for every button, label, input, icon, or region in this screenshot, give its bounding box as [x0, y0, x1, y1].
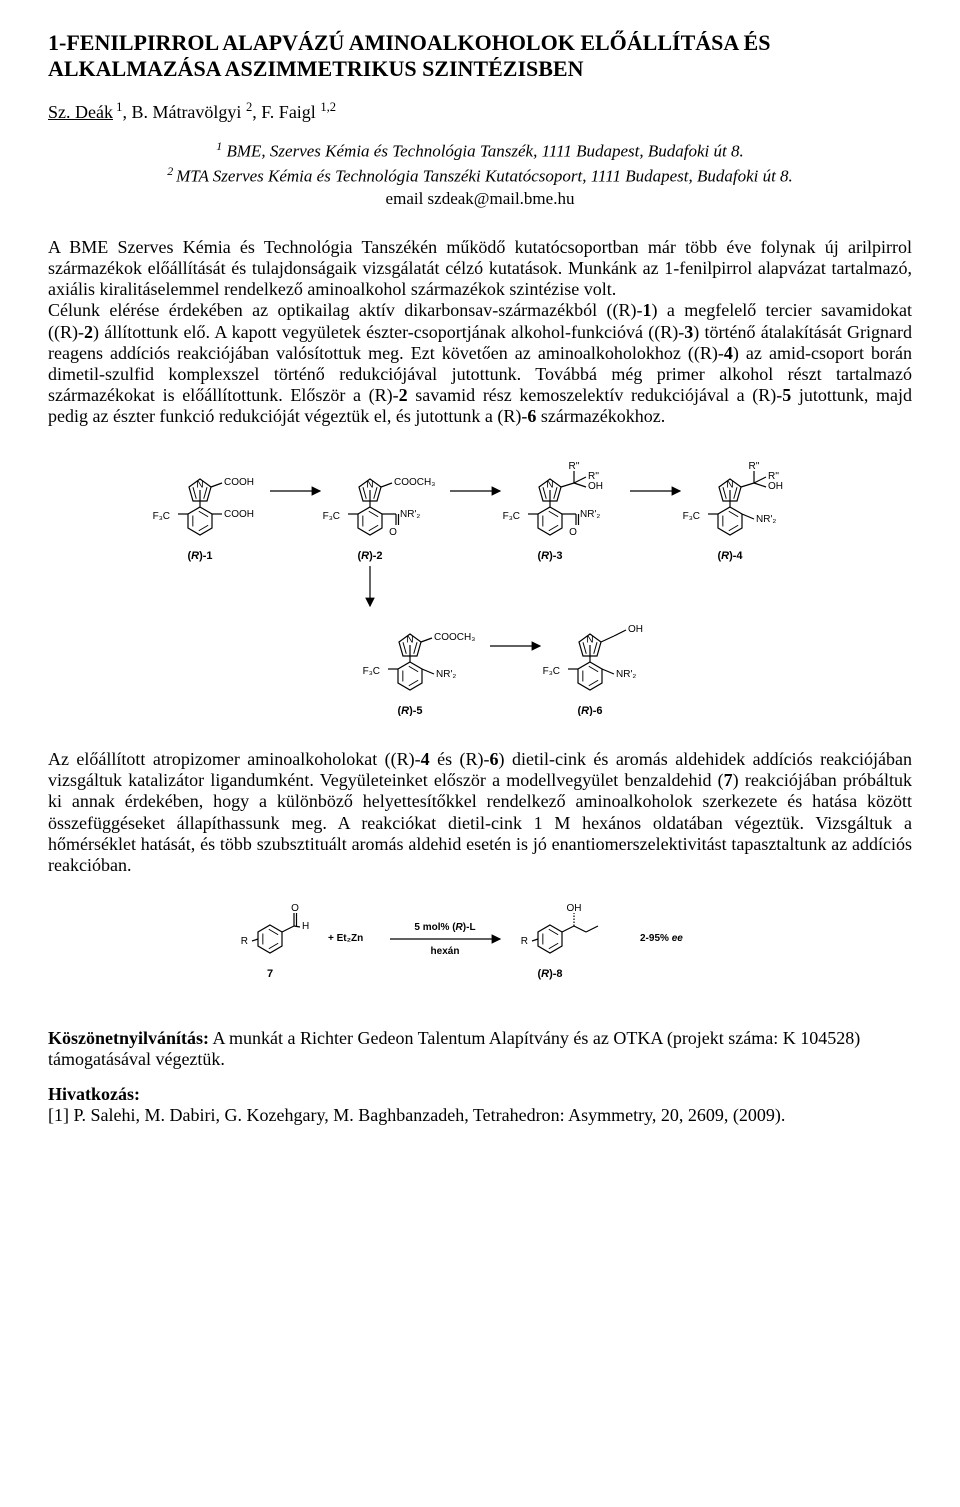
- affiliation-2: 2 MTA Szerves Kémia és Technológia Tansz…: [48, 164, 912, 187]
- bold-2b: 2: [399, 385, 408, 405]
- references-heading: Hivatkozás:: [48, 1084, 912, 1105]
- svg-text:OH: OH: [567, 903, 582, 914]
- ack-label: Köszönetnyilvánítás:: [48, 1028, 209, 1048]
- paragraph-2: Az előállított atropizomer aminoalkoholo…: [48, 749, 912, 876]
- svg-text:O: O: [389, 527, 397, 538]
- p2-bold-7: 7: [724, 770, 733, 790]
- para1-b-m5: savamid rész kemoszelektív redukciójával…: [408, 385, 783, 405]
- svg-text:OH: OH: [588, 481, 603, 492]
- affil-2-text: MTA Szerves Kémia és Technológia Tanszék…: [176, 167, 793, 186]
- svg-text:2-95% ee: 2-95% ee: [640, 933, 683, 944]
- svg-text:COOCH₃: COOCH₃: [434, 632, 475, 643]
- svg-text:(R)-3: (R)-3: [537, 550, 562, 562]
- page-title: 1-FENILPIRROL ALAPVÁZÚ AMINOALKOHOLOK EL…: [48, 30, 912, 82]
- acknowledgement: Köszönetnyilvánítás: A munkát a Richter …: [48, 1028, 912, 1070]
- svg-text:7: 7: [267, 968, 273, 980]
- svg-text:R'': R'': [568, 461, 579, 472]
- bold-5: 5: [782, 385, 791, 405]
- svg-text:hexán: hexán: [431, 946, 460, 957]
- author-3-sup: 1,2: [320, 100, 336, 114]
- affiliation-1: 1 BME, Szerves Kémia és Technológia Tans…: [48, 139, 912, 162]
- svg-text:R: R: [521, 936, 528, 947]
- reference-1: [1] P. Salehi, M. Dabiri, G. Kozehgary, …: [48, 1105, 912, 1126]
- svg-text:5 mol% (R)-L: 5 mol% (R)-L: [414, 922, 475, 933]
- affil-2-sup: 2: [167, 164, 176, 178]
- svg-text:R: R: [241, 936, 248, 947]
- svg-text:O: O: [569, 527, 577, 538]
- svg-text:(R)-2: (R)-2: [357, 550, 382, 562]
- authors-line: Sz. Deák 1, B. Mátravölgyi 2, F. Faigl 1…: [48, 100, 912, 123]
- para1-a: A BME Szerves Kémia és Technológia Tansz…: [48, 237, 912, 299]
- email-line: email szdeak@mail.bme.hu: [48, 189, 912, 209]
- bold-6: 6: [527, 406, 536, 426]
- svg-text:COOH: COOH: [224, 509, 254, 520]
- svg-text:NR'₂: NR'₂: [400, 509, 420, 520]
- svg-text:NR'₂: NR'₂: [580, 509, 600, 520]
- paragraph-1: A BME Szerves Kémia és Technológia Tansz…: [48, 237, 912, 428]
- svg-text:(R)-4: (R)-4: [717, 550, 743, 562]
- svg-text:OH: OH: [628, 624, 643, 635]
- para2-m1: és (R)-: [430, 749, 490, 769]
- svg-text:(R)-5: (R)-5: [397, 705, 422, 716]
- svg-text:O: O: [291, 903, 299, 914]
- para1-b-end: származékokhoz.: [536, 406, 665, 426]
- p2-bold-6: 6: [490, 749, 499, 769]
- bold-4: 4: [724, 343, 733, 363]
- author-1: Sz. Deák: [48, 102, 113, 122]
- reaction-scheme-2: O H R 7 + Et₂Zn 5 mol% (R)-L hexán OH R …: [48, 894, 912, 999]
- svg-text:(R)-8: (R)-8: [537, 968, 562, 980]
- p2-bold-4: 4: [421, 749, 430, 769]
- svg-text:(R)-6: (R)-6: [577, 705, 602, 716]
- reaction-scheme-1: N F₃C COOH COOH (R)-1: [48, 446, 912, 721]
- para1-b-m2: ) állítottunk elő. A kapott vegyületek é…: [93, 322, 684, 342]
- svg-text:+ Et₂Zn: + Et₂Zn: [328, 933, 363, 944]
- para2-pre: Az előállított atropizomer aminoalkoholo…: [48, 749, 421, 769]
- bold-2: 2: [84, 322, 93, 342]
- svg-text:(R)-1: (R)-1: [187, 550, 212, 562]
- bold-1: 1: [643, 300, 652, 320]
- svg-text:NR'₂: NR'₂: [756, 514, 776, 525]
- affil-1-text: BME, Szerves Kémia és Technológia Tanszé…: [222, 142, 743, 161]
- para1-b-pre: Célunk elérése érdekében az optikailag a…: [48, 300, 643, 320]
- svg-text:R'': R'': [748, 461, 759, 472]
- author-2: , B. Mátravölgyi: [122, 102, 246, 122]
- svg-text:COOH: COOH: [224, 477, 254, 488]
- svg-text:NR'₂: NR'₂: [436, 669, 456, 680]
- svg-text:OH: OH: [768, 481, 783, 492]
- svg-text:NR'₂: NR'₂: [616, 669, 636, 680]
- svg-text:COOCH₃: COOCH₃: [394, 477, 435, 488]
- author-3: , F. Faigl: [252, 102, 320, 122]
- bold-3: 3: [684, 322, 693, 342]
- svg-text:H: H: [302, 921, 309, 932]
